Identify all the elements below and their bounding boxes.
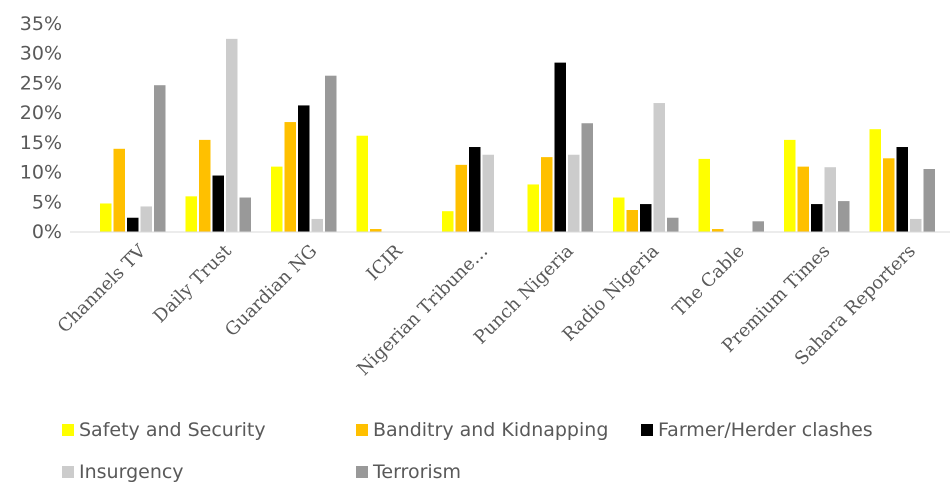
x-tick-label: Guardian NG: [221, 241, 321, 341]
y-axis: 0% 5% 10% 15% 20% 25% 30% 35%: [20, 13, 62, 243]
bar: [568, 154, 580, 232]
bar: [140, 206, 152, 232]
bar: [541, 157, 553, 232]
bar: [640, 204, 652, 232]
bar: [311, 218, 323, 232]
bar: [581, 123, 593, 232]
bar: [271, 166, 283, 232]
bar: [712, 229, 724, 232]
bar: [613, 197, 625, 232]
bar: [100, 203, 112, 232]
bar: [113, 148, 125, 232]
x-tick-label: Channels TV: [54, 240, 151, 337]
bar: [482, 154, 494, 232]
y-tick-label: 15%: [20, 132, 62, 154]
bar: [298, 105, 310, 232]
bar: [185, 196, 197, 232]
bar: [883, 158, 895, 232]
x-tick-label: Daily Trust: [149, 240, 236, 327]
bar: [626, 210, 638, 232]
bar: [226, 38, 238, 232]
y-tick-label: 20%: [20, 102, 62, 124]
bar: [896, 147, 908, 232]
bar: [239, 197, 251, 232]
bar: [455, 164, 467, 232]
bar: [824, 167, 836, 232]
bar: [554, 62, 566, 232]
bar: [752, 221, 764, 232]
bar: [784, 139, 796, 232]
bar: [698, 158, 710, 232]
x-tick-label: ICIR: [363, 240, 408, 285]
bar: [797, 166, 809, 232]
bar: [199, 139, 211, 232]
bar: [527, 184, 539, 232]
y-tick-label: 10%: [20, 162, 62, 184]
y-tick-label: 0%: [32, 221, 62, 243]
bar: [127, 217, 139, 232]
bar: [923, 169, 935, 232]
bar: [212, 175, 224, 232]
bar: [811, 204, 823, 232]
bar: [442, 211, 454, 232]
bar: [667, 217, 679, 232]
bar: [325, 75, 337, 233]
bar: [370, 229, 382, 232]
y-tick-label: 25%: [20, 72, 62, 94]
x-tick-label: The Cable: [669, 241, 749, 321]
bars: [100, 38, 935, 233]
y-tick-label: 35%: [20, 13, 62, 35]
bar: [356, 135, 368, 232]
bar: [284, 122, 296, 232]
bar: [653, 103, 665, 232]
y-tick-label: 5%: [32, 191, 62, 213]
bar: [154, 85, 166, 232]
bar: [910, 218, 922, 232]
y-tick-label: 30%: [20, 43, 62, 65]
bar: [869, 129, 881, 232]
bar: [469, 147, 481, 232]
bar: [838, 201, 850, 232]
